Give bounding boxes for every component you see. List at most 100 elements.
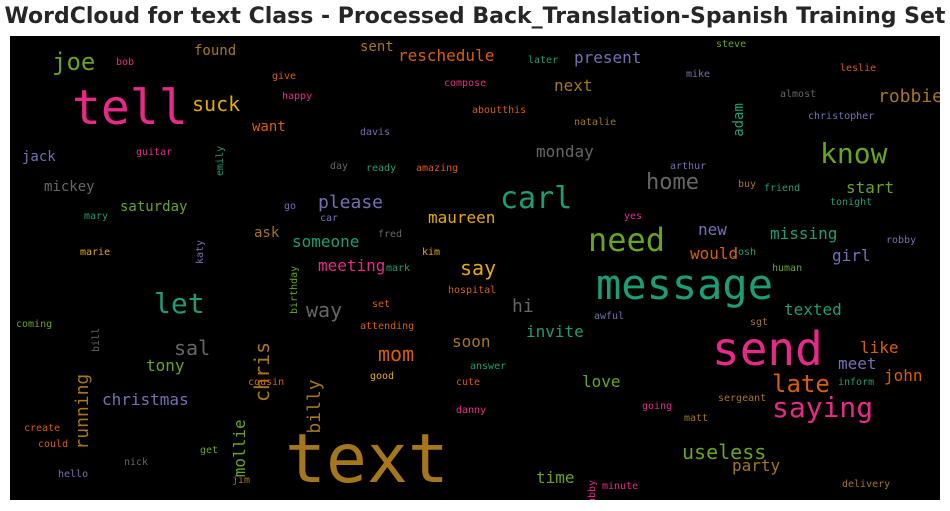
word-mark: mark	[386, 263, 411, 274]
wordcloud-canvas: text tell send message need carl saying know let…	[10, 36, 940, 500]
word-saturday: saturday	[120, 199, 188, 215]
word-coming: coming	[16, 319, 53, 330]
word-christmas: christmas	[102, 390, 189, 409]
word-katy: katy	[195, 239, 206, 264]
word-danny: danny	[456, 405, 487, 416]
word-tonight: tonight	[830, 197, 873, 208]
word-arthur: arthur	[670, 161, 707, 172]
word-bob: bob	[116, 57, 135, 68]
word-sgt: sgt	[750, 317, 769, 328]
word-need: need	[588, 221, 666, 259]
word-good: good	[370, 371, 395, 382]
word-josh: josh	[732, 247, 757, 258]
word-could: could	[38, 439, 69, 450]
word-home: home	[646, 170, 699, 195]
word-joe: joe	[52, 48, 96, 76]
word-amazing: amazing	[416, 163, 459, 174]
word-new: new	[698, 220, 727, 239]
word-missing: missing	[770, 224, 838, 243]
word-give: give	[272, 71, 297, 82]
word-like: like	[860, 338, 899, 357]
word-next: next	[554, 76, 593, 95]
word-maureen: maureen	[428, 208, 496, 227]
word-say: say	[460, 256, 497, 280]
word-steve: steve	[716, 39, 747, 50]
word-later: later	[528, 55, 559, 66]
word-awful: awful	[594, 311, 625, 322]
word-chris: chris	[250, 341, 274, 402]
word-useless: useless	[682, 440, 767, 464]
word-time: time	[536, 468, 575, 487]
word-ready: ready	[366, 163, 397, 174]
word-human: human	[772, 263, 803, 274]
word-bill: bill	[91, 327, 102, 352]
word-present: present	[574, 48, 642, 67]
word-sent: sent	[360, 39, 394, 55]
word-sal: sal	[174, 336, 211, 360]
word-texted: texted	[784, 300, 842, 319]
word-marie: marie	[80, 247, 111, 258]
word-robbie: robbie	[878, 86, 940, 107]
word-buy: buy	[738, 179, 757, 190]
word-suck: suck	[192, 92, 241, 116]
word-aboutthis: aboutthis	[472, 105, 527, 116]
word-natalie: natalie	[574, 117, 617, 128]
word-friend: friend	[764, 183, 801, 194]
word-ask: ask	[254, 225, 280, 241]
word-cousin: cousin	[248, 377, 285, 388]
word-matt: matt	[684, 413, 709, 424]
word-inform: inform	[838, 377, 875, 388]
chart-title: WordCloud for text Class - Processed Bac…	[4, 4, 946, 29]
word-nick: nick	[124, 457, 149, 468]
word-found: found	[194, 43, 237, 59]
word-robby: robby	[886, 235, 917, 246]
word-start: start	[846, 178, 895, 197]
word-abby: abby	[587, 479, 598, 500]
word-know: know	[820, 137, 888, 170]
word-going: going	[642, 401, 673, 412]
word-happy: happy	[282, 91, 313, 102]
word-want: want	[252, 119, 286, 135]
word-send: send	[712, 322, 823, 376]
word-hello: hello	[58, 469, 89, 480]
word-way: way	[306, 298, 343, 322]
word-sergeant: sergeant	[718, 393, 767, 404]
word-please: please	[318, 192, 384, 213]
word-mom: mom	[378, 342, 415, 366]
word-someone: someone	[292, 232, 360, 251]
word-hi: hi	[512, 296, 534, 317]
word-delivery: delivery	[842, 479, 891, 490]
word-adam: adam	[731, 103, 747, 137]
word-kim: kim	[422, 247, 441, 258]
word-mike: mike	[686, 69, 711, 80]
word-yes: yes	[624, 211, 643, 222]
word-jim: jim	[232, 475, 251, 486]
word-monday: monday	[536, 142, 594, 161]
word-party: party	[732, 456, 781, 475]
word-billy: billy	[304, 379, 325, 434]
word-set: set	[372, 299, 391, 310]
word-john: john	[884, 366, 923, 385]
word-would: would	[690, 244, 739, 263]
word-soon: soon	[452, 332, 491, 351]
word-jack: jack	[22, 149, 56, 165]
word-compose: compose	[444, 78, 487, 89]
word-mary: mary	[84, 211, 109, 222]
word-girl: girl	[832, 246, 871, 265]
word-create: create	[24, 423, 61, 434]
word-meeting: meeting	[318, 256, 386, 275]
word-go: go	[284, 201, 297, 212]
word-text: text	[285, 420, 449, 499]
word-fred: fred	[378, 229, 403, 240]
word-message: message	[596, 260, 774, 309]
word-mickey: mickey	[44, 179, 95, 195]
word-birthday: birthday	[289, 265, 300, 314]
word-cute: cute	[456, 377, 481, 388]
word-leslie: leslie	[840, 63, 877, 74]
word-tell: tell	[72, 80, 188, 136]
word-late: late	[772, 370, 830, 398]
word-running: running	[72, 373, 93, 450]
word-almost: almost	[780, 89, 817, 100]
word-get: get	[200, 445, 219, 456]
word-davis: davis	[360, 127, 391, 138]
